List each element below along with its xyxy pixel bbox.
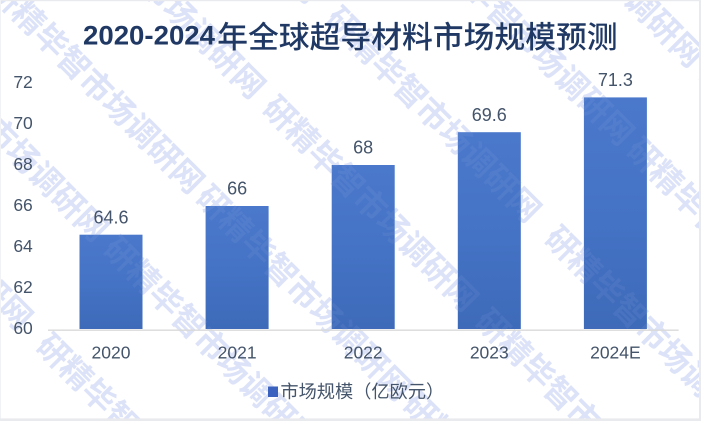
svg-text:68: 68 bbox=[13, 154, 32, 174]
svg-text:66: 66 bbox=[227, 179, 247, 199]
svg-text:72: 72 bbox=[13, 72, 32, 92]
svg-text:2020: 2020 bbox=[92, 343, 131, 363]
svg-text:2022: 2022 bbox=[344, 343, 383, 363]
svg-text:70: 70 bbox=[13, 113, 33, 133]
svg-text:2023: 2023 bbox=[470, 343, 509, 363]
svg-text:60: 60 bbox=[13, 318, 33, 338]
svg-text:71.3: 71.3 bbox=[598, 70, 633, 90]
svg-text:69.6: 69.6 bbox=[472, 105, 507, 125]
svg-text:2020-2024: 2020-2024 bbox=[83, 20, 215, 50]
svg-text:64.6: 64.6 bbox=[93, 207, 128, 227]
svg-text:64: 64 bbox=[13, 236, 33, 256]
svg-text:68: 68 bbox=[353, 138, 373, 158]
svg-text:62: 62 bbox=[13, 277, 32, 297]
svg-text:66: 66 bbox=[13, 195, 32, 215]
svg-text:2021: 2021 bbox=[218, 343, 257, 363]
svg-text:2024E: 2024E bbox=[590, 343, 641, 363]
